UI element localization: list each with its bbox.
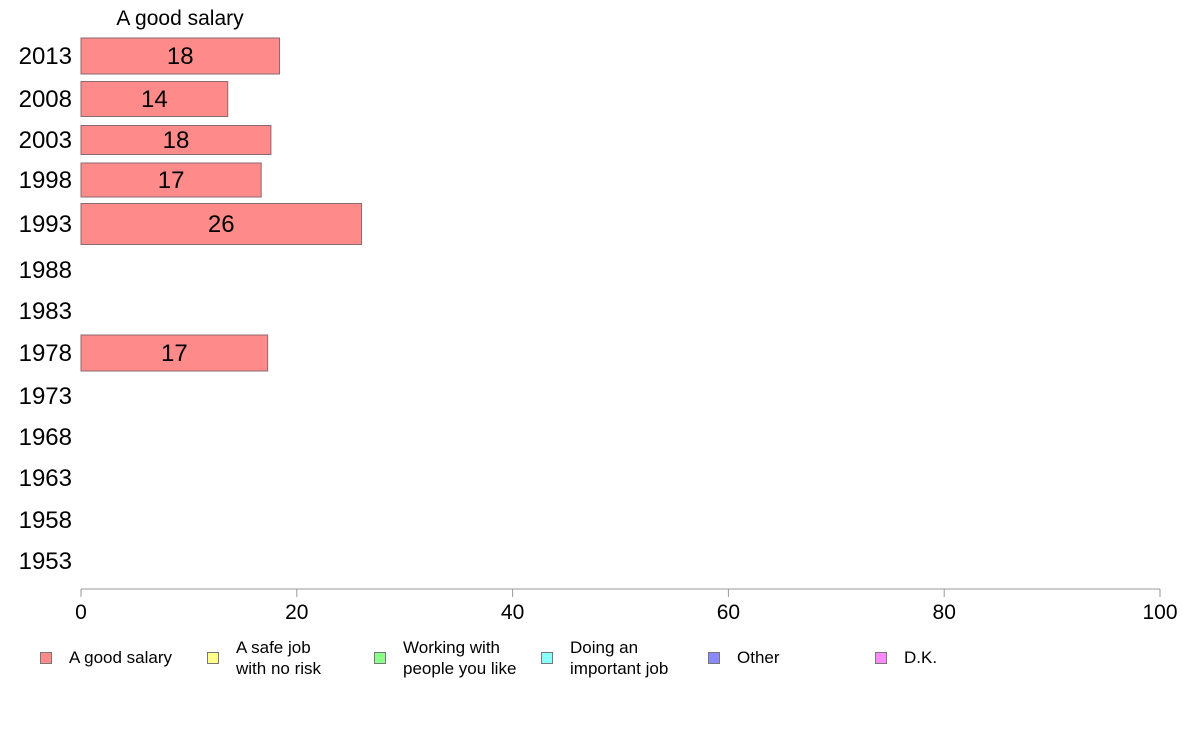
bar [80,334,269,372]
x-tick-label: 40 [501,601,524,624]
y-tick-label: 1983 [19,298,72,325]
legend-item: Doing an important job [541,637,668,679]
bar [80,37,281,75]
x-tick-label: 60 [717,601,740,624]
legend-label: A good salary [69,648,173,667]
legend-item: A safe job with no risk [207,637,321,679]
y-tick-label: 1973 [19,383,72,410]
bar-value-label: 17 [161,340,188,367]
column-header: A good salary [116,7,244,30]
legend-item: Other [708,647,780,668]
bar-value-label: 18 [167,43,194,70]
legend-label: Doing an important job [570,638,669,678]
legend-label: A safe job with no risk [236,638,322,678]
y-tick-label: 1968 [19,424,72,451]
bar [80,81,229,117]
x-tick-label: 0 [75,601,87,624]
legend-swatch [541,652,553,664]
legend-swatch [40,651,52,664]
legend-swatch [875,651,887,664]
legend-swatch [374,652,386,664]
legend-swatch [207,652,219,664]
x-axis: 0 20 40 60 80 100 [75,588,1178,624]
legend-label: Working with people you like [403,638,517,678]
y-tick-label: 1963 [19,465,72,492]
x-tick-label: 100 [1142,601,1177,624]
legend-item: Working with people you like [374,637,516,679]
bar-value-label: 26 [208,211,235,238]
x-tick-label: 20 [285,601,308,624]
legend-item: A good salary [40,647,172,668]
legend-item: D.K. [875,647,937,668]
y-tick-label: 1998 [19,167,72,194]
bar-value-label: 18 [163,127,190,154]
x-tick-label: 80 [933,601,956,624]
y-tick-label: 2003 [19,127,72,154]
legend-label: D.K. [904,648,938,667]
bar [80,162,262,198]
y-tick-label: 1993 [19,211,72,238]
y-tick-label: 1988 [19,257,72,284]
bar-value-label: 17 [158,167,185,194]
legend-swatch [708,651,720,664]
legend-label: Other [737,648,780,667]
bar [80,203,363,245]
bar-chart: A good salary 2013 18 2008 14 2003 18 1998 17 19… [19,7,1178,624]
legend: A good salary A safe job with no risk Work… [0,632,1188,692]
y-tick-label: 1958 [19,507,72,534]
bar-value-label: 14 [141,86,168,113]
y-tick-label: 1978 [19,340,72,367]
y-tick-label: 2013 [19,43,72,70]
y-tick-label: 1953 [19,548,72,575]
y-tick-label: 2008 [19,86,72,113]
bar [80,125,272,155]
